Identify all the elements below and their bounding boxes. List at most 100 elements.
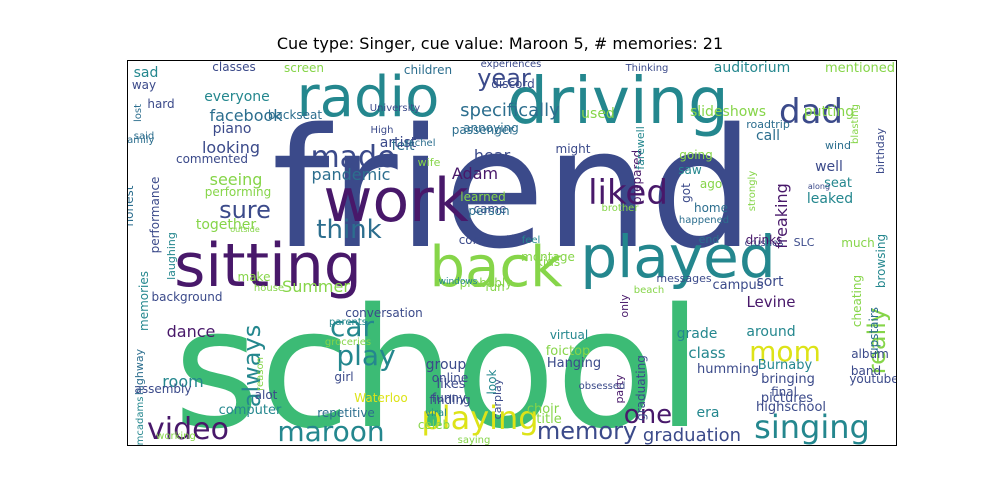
cloud-word-class: class bbox=[688, 344, 725, 362]
cloud-word-sort: sort bbox=[756, 274, 784, 290]
cloud-word-beach: beach bbox=[634, 285, 664, 296]
cloud-word-liked: liked bbox=[588, 173, 668, 213]
cloud-word-going: going bbox=[679, 148, 713, 162]
cloud-word-prepared: prepared bbox=[630, 150, 644, 204]
cloud-word-slideshows: slideshows bbox=[690, 104, 766, 120]
cloud-word-friend: friend bbox=[272, 93, 755, 285]
cloud-word-windows: windows bbox=[439, 277, 478, 287]
cloud-word-birthday: birthday bbox=[874, 127, 887, 174]
cloud-word-upstairs: upstairs bbox=[867, 307, 881, 355]
cloud-word-finding: finding bbox=[429, 393, 470, 407]
cloud-word-screen: screen bbox=[284, 61, 324, 75]
cloud-word-girl: girl bbox=[334, 370, 353, 384]
cloud-word-group: group bbox=[426, 357, 467, 373]
cloud-word-think: think bbox=[316, 215, 381, 245]
cloud-word-seeing: seeing bbox=[210, 170, 263, 189]
cloud-word-blasting: blasting bbox=[850, 104, 861, 144]
cloud-word-rachel: rachel bbox=[404, 138, 435, 149]
cloud-word-montage: montage bbox=[521, 250, 575, 264]
cloud-word-mentioned: mentioned bbox=[825, 61, 895, 76]
cloud-word-highway: highway bbox=[133, 348, 146, 395]
cloud-word-memory: memory bbox=[537, 417, 637, 445]
cloud-word-auditorium: auditorium bbox=[714, 61, 790, 76]
cloud-word-facebook: facebook bbox=[209, 106, 283, 125]
cloud-word-graduation: graduation bbox=[643, 425, 741, 445]
cloud-word-choir: choir bbox=[527, 402, 560, 417]
cloud-word-laughing: laughing bbox=[165, 232, 178, 280]
cloud-word-annoying: annoying bbox=[463, 121, 519, 135]
cloud-word-sure: sure bbox=[219, 196, 271, 224]
cloud-word-came: came bbox=[473, 202, 506, 216]
cloud-word-constantly: constantly bbox=[459, 233, 522, 247]
cloud-word-conversation: conversation bbox=[345, 306, 423, 320]
cloud-word-band: band bbox=[851, 364, 881, 378]
cloud-word-memories: memories bbox=[137, 271, 151, 331]
cloud-word-performing: performing bbox=[205, 185, 271, 199]
cloud-word-parents: parents bbox=[329, 317, 367, 328]
cloud-word-play: play bbox=[336, 339, 395, 372]
cloud-word-bringing: bringing bbox=[761, 372, 815, 387]
cloud-word-learned: learned bbox=[460, 190, 505, 204]
cloud-word-high: High bbox=[371, 125, 394, 136]
cloud-word-leaked: leaked bbox=[807, 191, 853, 207]
cloud-word-kids: kids bbox=[536, 255, 560, 269]
cloud-word-end: end bbox=[699, 233, 720, 246]
cloud-word-mcadams: mcadams bbox=[135, 397, 146, 445]
cloud-word-highschool: highschool bbox=[756, 400, 826, 415]
cloud-word-summer: Summer bbox=[282, 277, 350, 296]
cloud-word-wife: wife bbox=[418, 156, 441, 169]
cloud-word-used: used bbox=[581, 106, 615, 122]
cloud-word-hard: hard bbox=[147, 97, 174, 111]
cloud-word-strongly: strongly bbox=[747, 171, 758, 212]
cloud-word-singing: singing bbox=[754, 408, 870, 445]
cloud-word-person: person bbox=[468, 204, 509, 218]
cloud-word-groceries: groceries bbox=[325, 337, 371, 348]
cloud-word-reason: reason bbox=[255, 357, 266, 391]
cloud-word-got: got bbox=[679, 183, 693, 203]
cloud-word-roadtrip: roadtrip bbox=[746, 118, 790, 131]
cloud-word-graduating: graduating bbox=[634, 355, 648, 421]
cloud-word-campus: campus bbox=[712, 278, 763, 293]
cloud-word-room: room bbox=[162, 372, 203, 391]
cloud-word-computer: computer bbox=[219, 403, 282, 418]
cloud-word-classes: classes bbox=[212, 61, 255, 74]
cloud-word-slc: SLC bbox=[794, 236, 815, 249]
cloud-word-video: video bbox=[147, 412, 229, 445]
cloud-word-browsing: browsing bbox=[874, 234, 888, 288]
cloud-word-specifically: specifically bbox=[460, 100, 560, 121]
cloud-word-felt: felt bbox=[392, 138, 415, 154]
cloud-word-hanging: Hanging bbox=[547, 356, 601, 371]
cloud-word-well: well bbox=[815, 159, 843, 175]
cloud-word-burnaby: Burnaby bbox=[758, 358, 813, 373]
cloud-word-together: together bbox=[196, 217, 257, 233]
cloud-word-levine: Levine bbox=[746, 293, 795, 311]
cloud-word-background: background bbox=[152, 290, 223, 304]
cloud-word-played: played bbox=[580, 223, 775, 291]
cloud-word-experiences: experiences bbox=[481, 61, 542, 70]
cloud-word-grade: grade bbox=[677, 326, 718, 342]
cloud-word-likes: likes bbox=[436, 377, 465, 392]
cloud-word-hear: hear bbox=[474, 146, 511, 165]
cloud-word-made: made bbox=[310, 140, 395, 175]
cloud-word-said: said bbox=[134, 131, 154, 142]
cloud-word-fun: fun bbox=[485, 280, 504, 294]
cloud-word-school: school bbox=[174, 273, 703, 445]
cloud-word-viral: viral bbox=[425, 408, 447, 419]
cloud-word-youtube: youtube bbox=[849, 372, 896, 386]
cloud-word-family: family bbox=[128, 135, 155, 146]
cloud-word-performance: performance bbox=[148, 177, 162, 254]
cloud-word-seat: seat bbox=[824, 176, 852, 191]
cloud-word-back: back bbox=[429, 235, 563, 300]
cloud-word-discord: discord bbox=[491, 77, 534, 91]
cloud-word-celeb: celeb bbox=[418, 418, 450, 432]
cloud-word-passenger: passenger bbox=[452, 123, 514, 137]
cloud-word-looking: looking bbox=[202, 138, 260, 157]
cloud-word-ago: ago bbox=[700, 177, 722, 191]
cloud-word-saw: saw bbox=[678, 163, 702, 177]
cloud-word-car: car bbox=[330, 310, 375, 343]
cloud-word-title: title bbox=[536, 412, 561, 427]
cloud-word-only: only bbox=[618, 294, 631, 318]
cloud-word-mom: mom bbox=[749, 335, 821, 368]
cloud-word-artist: artist bbox=[380, 135, 417, 151]
